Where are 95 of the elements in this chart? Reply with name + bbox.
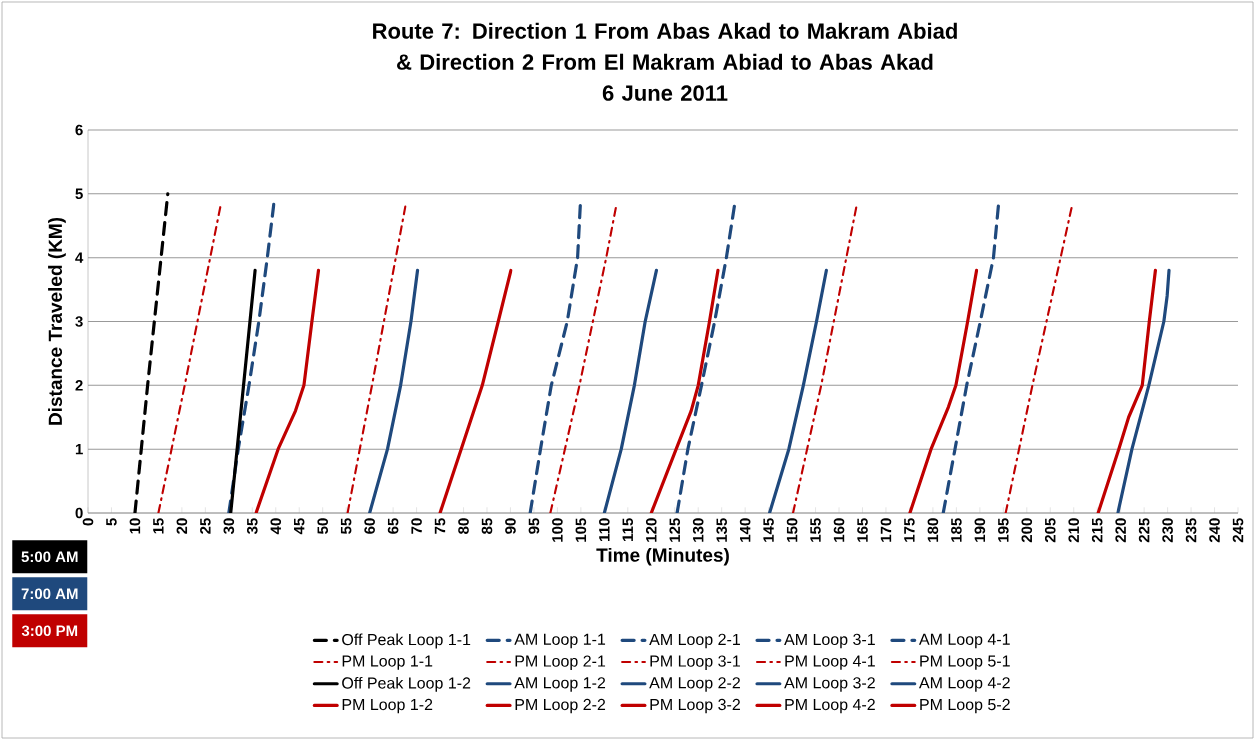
x-tick-label: 35 [246, 518, 258, 535]
x-tick-label: 240 [1209, 518, 1220, 543]
line-series [528, 201, 582, 513]
line-series [908, 268, 979, 513]
x-tick-label: 165 [857, 518, 868, 542]
line-series [649, 268, 720, 513]
x-tick-label: 175 [904, 518, 915, 542]
x-tick-label: 190 [974, 518, 986, 542]
legend-label: PM Loop 1-2 [342, 698, 433, 714]
legend-label: AM Loop 4-1 [918, 633, 1010, 649]
line-series [602, 268, 659, 513]
line-series [438, 268, 513, 513]
y-tick-label: 2 [75, 380, 83, 391]
x-tick-label: 95 [528, 518, 540, 534]
line-series [1096, 268, 1157, 513]
chart-subtitle: 6 June 2011 [602, 85, 728, 101]
text: 3:00 PM [21, 625, 78, 637]
x-tick-label: 0 [82, 518, 94, 526]
x-tick-label: 205 [1044, 518, 1056, 543]
y-tick-label: 6 [75, 124, 83, 136]
legend-label: Off Peak Loop 1-2 [342, 676, 471, 692]
x-tick-label: 135 [716, 518, 727, 542]
legend-label: PM Loop 2-2 [515, 698, 606, 714]
x-tick-label: 145 [763, 518, 774, 542]
legend-label: PM Loop 5-2 [920, 698, 1010, 714]
x-tick-label: 210 [1068, 518, 1080, 543]
x-tick-label: 65 [387, 518, 399, 534]
x-tick-label: 160 [833, 518, 845, 542]
x-tick-label: 155 [810, 518, 821, 542]
y-tick-label: 5 [75, 188, 83, 200]
x-tick-label: 130 [692, 518, 704, 542]
legend-label: Off Peak Loop 1-1 [342, 633, 471, 649]
x-tick-label: 30 [223, 518, 235, 535]
legend-label: PM Loop 5-1 [920, 655, 1010, 670]
legend-label: PM Loop 4-1 [785, 655, 875, 670]
x-tick-label: 5 [106, 518, 117, 526]
x-tick-label: 75 [434, 518, 446, 534]
x-tick-label: 105 [575, 518, 587, 542]
x-tick-label: 15 [153, 518, 164, 534]
x-tick-label: 220 [1115, 518, 1126, 543]
x-tick-label: 235 [1185, 518, 1197, 543]
legend-label: AM Loop 2-1 [649, 633, 740, 649]
legend-label: PM Loop 3-2 [650, 698, 740, 714]
y-tick-label: 3 [75, 316, 83, 327]
x-tick-label: 40 [270, 518, 282, 535]
x-tick-label: 60 [364, 518, 375, 534]
legend-label: PM Loop 4-2 [785, 698, 875, 714]
x-tick-label: 180 [927, 518, 939, 542]
x-tick-label: 85 [481, 518, 493, 534]
legend-label: AM Loop 1-2 [514, 677, 606, 692]
x-tick-label: 245 [1232, 518, 1244, 543]
text: 7:00 AM [21, 588, 78, 600]
x-tick-label: 115 [622, 518, 634, 541]
x-tick-label: 140 [739, 518, 751, 542]
x-tick-label: 225 [1138, 518, 1150, 543]
legend-label: AM Loop 3-2 [784, 677, 875, 692]
y-tick-label: 4 [75, 252, 84, 263]
legend-label: PM Loop 1-1 [342, 655, 433, 670]
x-tick-label: 120 [645, 518, 657, 542]
line-series [254, 268, 321, 513]
x-tick-label: 125 [669, 518, 681, 542]
x-tick-label: 80 [458, 518, 469, 534]
x-tick-label: 45 [294, 518, 305, 535]
x-tick-label: 90 [505, 518, 516, 534]
x-tick-label: 170 [880, 518, 892, 542]
legend-label: AM Loop 3-1 [784, 633, 875, 649]
line-series [227, 201, 276, 513]
line-series [767, 268, 828, 513]
legend-label: AM Loop 4-2 [918, 677, 1010, 692]
x-tick-label: 10 [129, 518, 141, 534]
legend-label: AM Loop 1-1 [514, 633, 606, 649]
x-axis-title: Time (Minutes) [596, 547, 729, 566]
x-tick-label: 20 [176, 518, 188, 534]
x-tick-label: 55 [340, 518, 352, 534]
legend-label: AM Loop 2-2 [649, 677, 740, 692]
x-tick-label: 185 [951, 518, 962, 542]
y-tick-label: 1 [75, 444, 83, 455]
x-tick-label: 110 [599, 518, 610, 541]
x-tick-label: 230 [1162, 518, 1173, 543]
x-tick-label: 100 [552, 518, 563, 542]
x-tick-label: 25 [200, 518, 211, 534]
x-tick-label: 50 [317, 518, 329, 534]
legend-label: PM Loop 3-1 [650, 655, 740, 670]
x-tick-label: 150 [786, 518, 798, 542]
x-tick-label: 215 [1091, 518, 1103, 543]
y-axis-title: Distance Traveled (KM) [48, 217, 66, 425]
text: 5:00 AM [21, 551, 78, 563]
x-tick-label: 70 [411, 518, 422, 534]
line-series [368, 268, 420, 513]
line-series [1116, 268, 1171, 513]
legend-label: PM Loop 2-1 [515, 655, 606, 670]
x-tick-label: 195 [998, 518, 1009, 542]
chart-title: Route 7: Direction 1 From Abas Akad to Makram Abiad & Direction 2 From El Makram Abiad to Abas Akad [373, 22, 957, 70]
line-series [549, 205, 618, 513]
x-tick-label: 200 [1021, 518, 1033, 543]
